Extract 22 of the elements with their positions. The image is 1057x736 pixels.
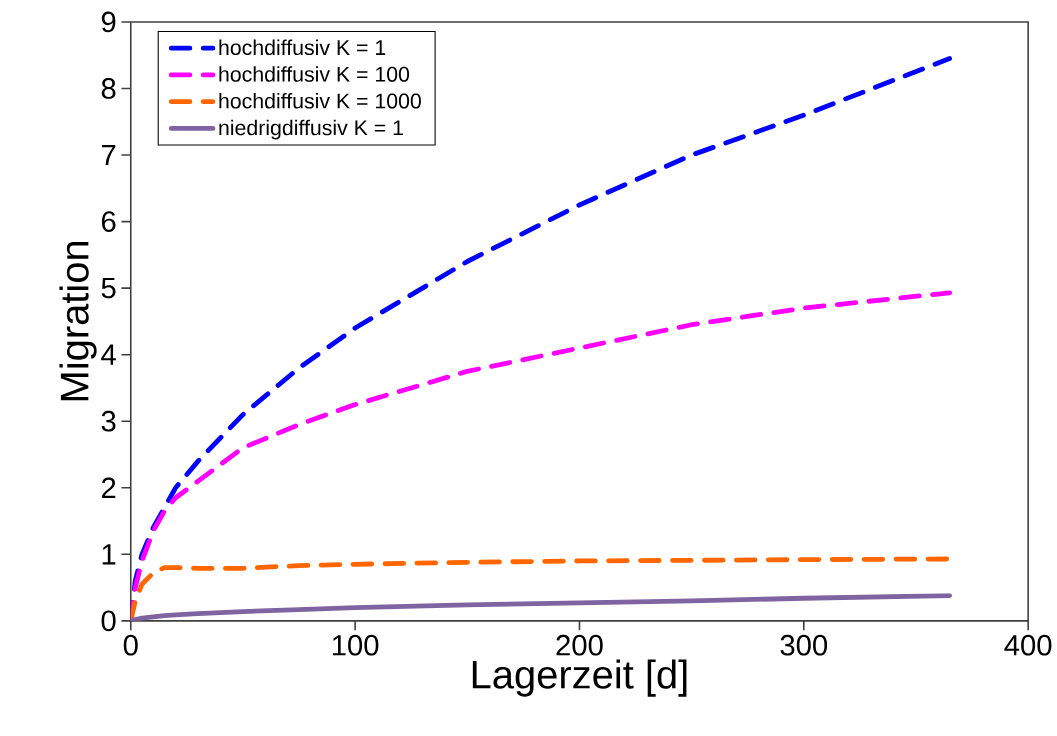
- y-tick-label: 7: [101, 145, 116, 166]
- y-tick-label: 4: [101, 344, 116, 365]
- y-tick-label: 9: [101, 11, 116, 33]
- y-tick-label: 8: [101, 78, 116, 100]
- x-axis-title: Lagerzeit [d]: [472, 659, 687, 697]
- legend-label: hochdiffusiv K = 1000: [219, 93, 421, 109]
- legend-label: niedrigdiffusiv K = 1: [219, 119, 403, 140]
- x-tick-label: 0: [123, 635, 138, 656]
- y-tick-label: 6: [101, 211, 116, 233]
- y-tick-label: 1: [102, 544, 116, 565]
- y-tick-label: 3: [101, 411, 116, 432]
- y-tick-label: 2: [101, 477, 116, 499]
- y-tick-label: 5: [101, 278, 116, 299]
- x-tick-label: 100: [332, 635, 379, 656]
- legend-label: hochdiffusiv K = 1: [219, 39, 386, 56]
- line-series: [130, 593, 953, 622]
- x-tick-label: 400: [1004, 635, 1052, 656]
- x-tick-label: 300: [780, 635, 828, 656]
- y-tick-label: 0: [101, 610, 116, 632]
- x-tick-label: 200: [556, 635, 603, 656]
- legend-label: hochdiffusiv K = 100: [219, 66, 410, 82]
- y-axis-title: Migration: [59, 242, 97, 401]
